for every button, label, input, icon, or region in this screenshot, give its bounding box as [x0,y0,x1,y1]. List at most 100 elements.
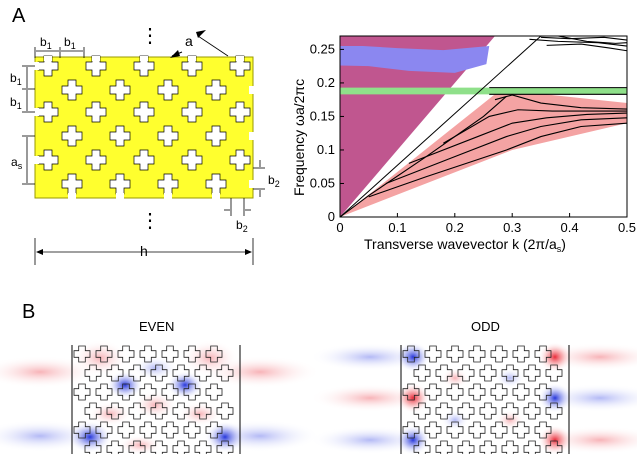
odd-title: ODD [471,319,500,334]
field-lobe [538,383,572,413]
field-cross-outline [490,421,508,439]
field-cross-outline [205,345,223,363]
edge-notch [249,180,254,188]
field-cross-outline [424,421,442,439]
field-cross-outline [172,364,190,382]
field-cross-outline [216,364,234,382]
field-cross-outline [139,345,157,363]
field-cross-outline [545,402,563,420]
field-cross-outline [172,402,190,420]
field-cross-outline [194,364,212,382]
edge-notch [249,132,254,140]
y-tick-label: 0.2 [317,75,335,90]
cross-hole [181,149,203,171]
y-tick-label: 0.25 [310,41,335,56]
field-cross-outline [216,402,234,420]
field-cross-outline [128,402,146,420]
field-cross-outline [106,402,124,420]
even-title: EVEN [139,319,174,334]
field-cross-outline [435,402,453,420]
field-cross-outline [468,421,486,439]
field-cross-outline [512,345,530,363]
field-cross-outline [457,402,475,420]
field-cross-outline [446,383,464,401]
b2-label-right: b2 [268,173,280,189]
field-cross-outline [183,345,201,363]
light-line [340,36,542,217]
band-curve [494,94,627,110]
field-cross-outline [534,345,552,363]
b1-label-1: b1 [40,35,52,51]
field-cross-outline [490,383,508,401]
x-tick-label: 0.1 [388,220,406,235]
band-curve [540,36,627,41]
region-green-gap [340,87,627,95]
region-blue-band [340,46,490,73]
cross-hole [181,101,203,123]
cross-hole [109,79,131,101]
field-cross-outline [435,440,453,454]
field-cross-outline [523,440,541,454]
as-label: as [11,155,23,171]
band-curve [546,43,627,52]
edge-notch [34,62,39,70]
cross-hole [229,101,251,123]
field-cross-outline [95,383,113,401]
b1-label-3: b1 [10,71,22,87]
field-cross-outline [501,440,519,454]
band-curve [443,109,627,144]
field-cross-outline [183,383,201,401]
field-cross-outline [501,402,519,420]
x-tick-label: 0.5 [618,220,636,235]
field-cross-outline [95,345,113,363]
cross-hole [205,79,227,101]
band-curve [385,117,627,184]
field-cross-outline [512,383,530,401]
field-cross-outline [413,364,431,382]
cross-hole [133,149,155,171]
field-cross-outline [73,345,91,363]
field-cross-outline [161,421,179,439]
edge-notch [236,56,244,61]
x-tick-label: 0.3 [503,220,521,235]
cross-hole [181,55,203,77]
chart-curves [340,36,627,217]
field-cross-outline [194,402,212,420]
cross-hole [85,101,107,123]
b1-dimension-top: b1 b1 [34,35,85,58]
cross-hole [133,55,155,77]
field-cross-outline [457,440,475,454]
b2-label-bottom: b2 [236,218,248,234]
band-curve [529,38,627,47]
band-diagram-chart: 0 0.1 0.2 0.3 0.4 0.5 0 0.05 0.1 0.15 0.2 0.25 Tra… [291,35,636,254]
field-lobe [182,340,238,376]
region-guided-band [340,89,627,217]
slab-schematic: ⋮ ⋮ b1 b1 b1 b1 as [10,25,280,265]
field-cross-outline [534,421,552,439]
field-cross-outline [402,345,420,363]
field-cross-outline [216,440,234,454]
b2-dimension-right: b2 [253,160,280,197]
y-tick-label: 0.05 [310,175,335,190]
field-cross-outline [413,402,431,420]
ellipsis-bottom: ⋮ [140,210,160,232]
edge-notch [140,56,148,61]
cross-hole [61,79,83,101]
b2-dimension-bottom: b2 [224,198,251,234]
field-cross-outline [117,383,135,401]
field-cross-outline [106,440,124,454]
field-cross-outline [446,345,464,363]
field-cross-outline [205,421,223,439]
field-cross-outline [161,345,179,363]
cross-hole [109,125,131,147]
even-mode-field [0,340,320,454]
odd-mode-field [310,342,637,454]
region-light-cone [340,36,627,217]
edge-notch [212,193,220,199]
cross-hole [229,55,251,77]
field-cross-outline [150,402,168,420]
field-cross-outline [468,345,486,363]
field-cross-outline [73,421,91,439]
field-cross-outline [468,383,486,401]
